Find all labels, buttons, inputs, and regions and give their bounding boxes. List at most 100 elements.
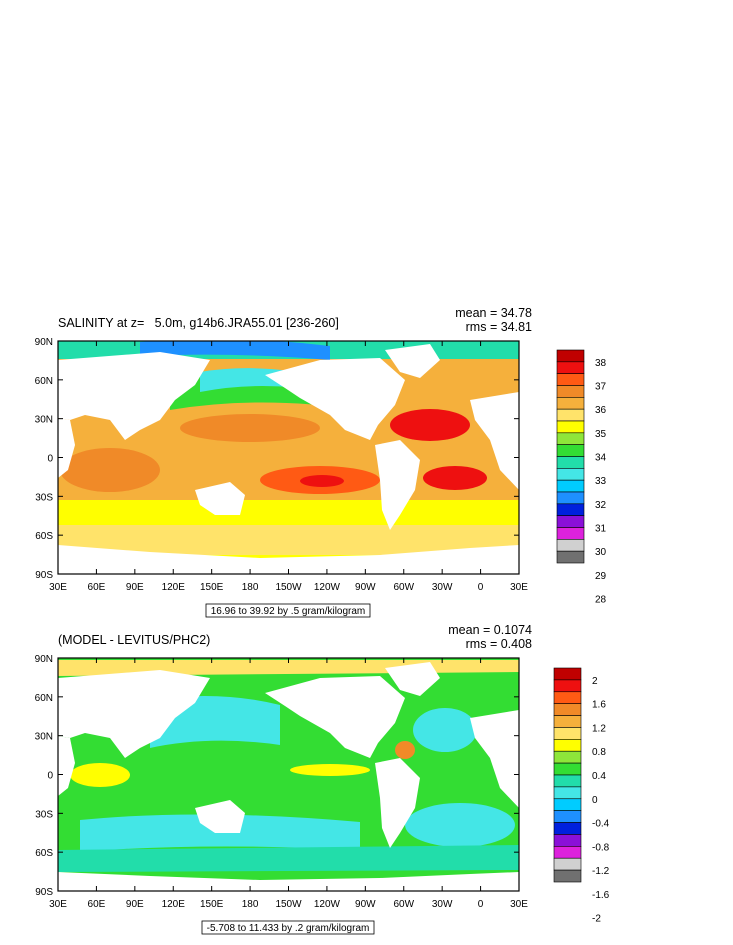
colorbar-swatch (553, 691, 582, 704)
x-tick-label: 150E (200, 899, 224, 910)
north-atlantic-gyre (390, 409, 470, 441)
colorbar-swatch (556, 385, 585, 398)
indian-ocean (60, 448, 160, 492)
colorbar-label: 38 (595, 358, 607, 369)
colorbar: 2 1.6 1.2 0.8 0.4 0 -0.4 -0.8 -1.2 -1.6 -2 (553, 667, 610, 925)
colorbar-swatch (556, 349, 585, 363)
x-tick-label: 120W (314, 582, 341, 593)
colorbar-swatch (553, 774, 582, 788)
colorbar-swatch (556, 444, 585, 457)
greenland (385, 662, 440, 696)
north-atlantic-cyan (413, 708, 477, 752)
y-tick-label: 0 (47, 771, 53, 782)
colorbar-swatch (553, 846, 582, 859)
colorbar-swatch (553, 798, 582, 811)
y-tick-label: 30N (35, 732, 53, 743)
colorbar-label: 35 (595, 429, 607, 440)
x-tick-label: 60W (393, 582, 414, 593)
colorbar-swatch (556, 468, 585, 481)
difference-map (58, 658, 519, 891)
subtitle-label: 16.96 to 39.92 by .5 gram/kilogram (211, 606, 366, 617)
colorbar-swatch (556, 527, 585, 540)
colorbar-label: 33 (595, 476, 607, 487)
colorbar-swatch (553, 786, 582, 800)
colorbar-label: 1.2 (592, 723, 606, 734)
southern-cyan-band (58, 845, 519, 872)
gulf-orange (395, 741, 415, 759)
north-pacific-gyre (180, 414, 320, 442)
x-tick-label: 180 (242, 582, 259, 593)
colorbar-swatch (556, 361, 585, 374)
greenland (385, 344, 440, 378)
x-tick-label: 0 (478, 899, 484, 910)
x-tick-label: 120W (314, 899, 341, 910)
colorbar-label: 1.6 (592, 700, 606, 711)
pacific-yellow (290, 764, 370, 776)
colorbar-swatch (556, 456, 585, 469)
y-tick-label: 30S (35, 809, 53, 820)
colorbar-label: 29 (595, 571, 607, 582)
x-tick-label: 150W (275, 582, 302, 593)
x-tick-label: 30E (510, 899, 528, 910)
rms-label: rms = 0.408 (466, 637, 532, 651)
x-tick-label: 150W (275, 899, 302, 910)
mean-label: mean = 34.78 (455, 306, 532, 320)
band-southern-ocean (58, 525, 519, 555)
colorbar: 38 37 36 35 34 33 32 31 30 29 28 (556, 349, 607, 606)
x-tick-label: 30W (432, 899, 453, 910)
x-tick-label: 90W (355, 582, 376, 593)
colorbar-swatch (556, 550, 585, 564)
y-tick-label: 60N (35, 693, 53, 704)
colorbar-swatch (556, 539, 585, 552)
colorbar-label: 28 (595, 595, 607, 606)
land-masses (58, 344, 519, 574)
africa-east (58, 736, 75, 796)
colorbar-label: -0.8 (592, 842, 610, 853)
africa-west (470, 392, 519, 490)
colorbar-swatch (553, 667, 582, 681)
australia (195, 482, 245, 515)
africa-east (58, 418, 75, 478)
x-tick-label: 150E (200, 582, 224, 593)
y-tick-label: 0 (47, 454, 53, 465)
eurasia (58, 670, 210, 758)
x-tick-label: 120E (162, 899, 186, 910)
x-tick-label: 30E (49, 899, 67, 910)
colorbar-label: -0.4 (592, 819, 610, 830)
x-tick-label: 30W (432, 582, 453, 593)
colorbar-label: -1.6 (592, 890, 610, 901)
y-axis: 90N 60N 30N 0 30S 60S 90S (35, 654, 519, 898)
colorbar-swatch (556, 420, 585, 434)
north-america (265, 676, 405, 758)
colorbar-label: -2 (592, 914, 601, 925)
colorbar-swatch (556, 397, 585, 410)
colorbar-swatch (553, 869, 582, 883)
x-tick-label: 90W (355, 899, 376, 910)
north-america (265, 358, 405, 440)
y-tick-label: 30S (35, 492, 53, 503)
colorbar-label: 32 (595, 500, 607, 511)
colorbar-label: 0.8 (592, 747, 606, 758)
x-tick-label: 60E (88, 899, 106, 910)
colorbar-swatch (553, 715, 582, 728)
australia (195, 800, 245, 833)
salinity-map (58, 341, 519, 574)
y-tick-label: 60S (35, 848, 53, 859)
colorbar-swatch (556, 479, 585, 493)
colorbar-label: 30 (595, 547, 607, 558)
cyan-patches-south (80, 814, 360, 852)
colorbar-label: 31 (595, 524, 607, 535)
x-tick-label: 180 (242, 899, 259, 910)
colorbar-swatch (556, 373, 585, 386)
x-tick-label: 0 (478, 582, 484, 593)
eurasia (58, 352, 210, 440)
subtitle-label: -5.708 to 11.433 by .2 gram/kilogram (207, 923, 370, 934)
colorbar-swatch (553, 834, 582, 847)
difference-panel: (MODEL - LEVITUS/PHC2) mean = 0.1074 rms… (35, 623, 610, 935)
south-atlantic-gyre (423, 466, 487, 490)
colorbar-swatch (556, 503, 585, 516)
colorbar-label: 0 (592, 795, 598, 806)
x-tick-label: 60W (393, 899, 414, 910)
colorbar-swatch (556, 432, 585, 445)
